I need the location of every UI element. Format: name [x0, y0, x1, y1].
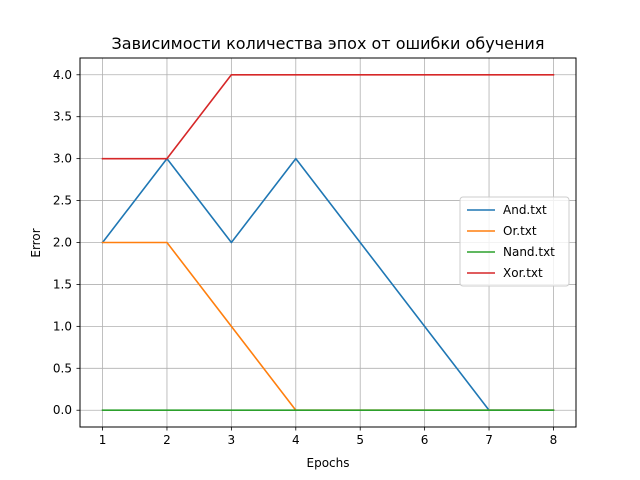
series-lines — [101, 73, 555, 412]
x-tick-label: 4 — [292, 433, 300, 447]
y-tick-label: 1.5 — [53, 277, 72, 291]
y-tick-label: 1.0 — [53, 319, 72, 333]
chart-title: Зависимости количества эпох от ошибки об… — [112, 34, 545, 53]
legend-label: Or.txt — [503, 224, 537, 238]
x-axis-label: Epochs — [307, 456, 350, 470]
y-tick-label: 2.0 — [53, 236, 72, 250]
x-axis-ticks: 1 2 3 4 5 6 7 8 — [99, 427, 558, 447]
x-tick-label: 6 — [421, 433, 429, 447]
x-tick-label: 2 — [163, 433, 171, 447]
y-tick-label: 3.0 — [53, 152, 72, 166]
legend-label: And.txt — [503, 203, 547, 217]
series-line-and — [101, 157, 555, 412]
y-tick-label: 0.5 — [53, 361, 72, 375]
y-tick-label: 3.5 — [53, 110, 72, 124]
y-tick-label: 0.0 — [53, 403, 72, 417]
y-axis-label: Error — [29, 228, 43, 257]
x-tick-label: 8 — [550, 433, 558, 447]
legend-label: Nand.txt — [503, 245, 555, 259]
x-tick-label: 1 — [99, 433, 107, 447]
y-tick-label: 4.0 — [53, 68, 72, 82]
legend: And.txt Or.txt Nand.txt Xor.txt — [459, 196, 570, 287]
legend-box — [459, 196, 570, 287]
legend-label: Xor.txt — [503, 266, 543, 280]
x-tick-label: 7 — [485, 433, 493, 447]
x-tick-label: 5 — [356, 433, 364, 447]
y-tick-label: 2.5 — [53, 194, 72, 208]
x-tick-label: 3 — [228, 433, 236, 447]
y-axis-ticks: 0.0 0.5 1.0 1.5 2.0 2.5 3.0 3.5 4.0 — [53, 68, 80, 417]
series-line-xor — [101, 73, 555, 160]
